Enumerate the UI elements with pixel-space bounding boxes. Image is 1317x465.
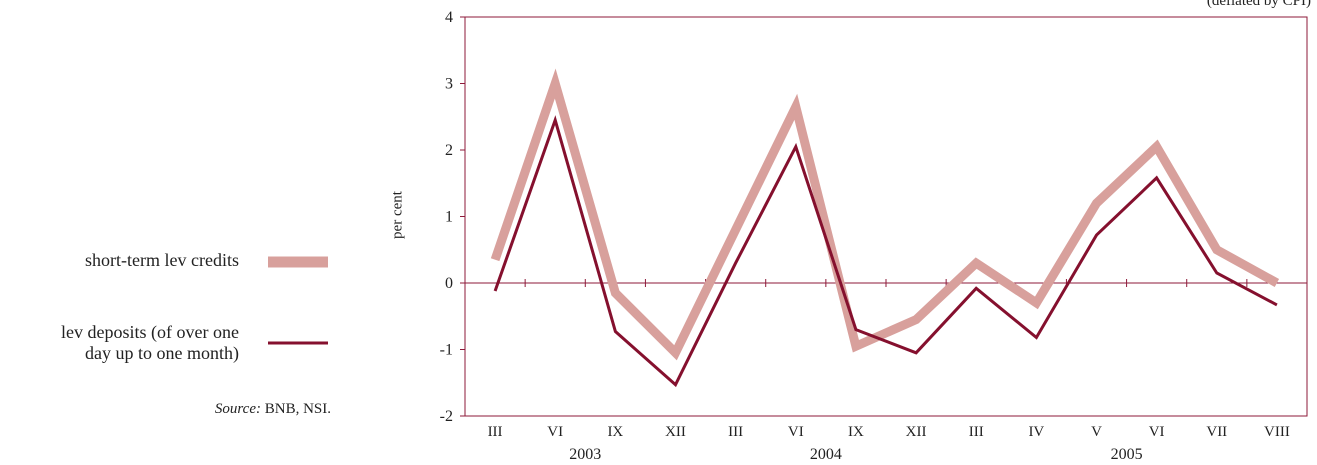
x-tick-label: VII: [1206, 424, 1227, 440]
y-tick-label: 4: [445, 9, 453, 26]
x-year-label: 2003: [569, 446, 601, 463]
plot-area: -2 -1 0 1 2 3 4 III VI IX XII III VI IX XII III IV V VI VII…: [440, 9, 1308, 463]
legend-swatches: [268, 256, 328, 345]
series-line-credits: [490, 68, 1280, 361]
x-tick-label: XII: [665, 424, 686, 440]
x-tick-label: V: [1091, 424, 1102, 440]
x-tick-label: III: [488, 424, 503, 440]
x-tick-label: VI: [1149, 424, 1165, 440]
y-tick-label: -1: [440, 342, 453, 359]
chart-note: (deflated by CPI): [1206, 0, 1311, 9]
y-tick-label: -2: [440, 408, 453, 425]
y-axis-label: per cent: [389, 191, 406, 239]
source-note: Source: BNB, NSI.: [215, 401, 331, 418]
source-text: BNB, NSI.: [264, 401, 331, 417]
x-tick-label: XII: [906, 424, 927, 440]
legend-label-deposits-line1: lev deposits (of over one: [61, 322, 239, 342]
y-tick-label: 0: [445, 275, 453, 292]
y-tick-label: 1: [445, 209, 453, 226]
x-tick-label: IX: [848, 424, 864, 440]
x-tick-label: III: [728, 424, 743, 440]
x-tick-label: III: [969, 424, 984, 440]
legend-label-deposits-line2: day up to one month): [85, 343, 239, 363]
x-tick-label: VI: [788, 424, 804, 440]
legend-label-credits: short-term lev credits: [85, 250, 239, 270]
y-tick-label: 2: [445, 142, 453, 159]
x-year-label: 2004: [810, 446, 842, 463]
x-year-label: 2005: [1111, 446, 1143, 463]
x-tick-label: IV: [1028, 424, 1044, 440]
source-prefix: Source:: [214, 401, 261, 417]
legend-label-deposits: lev deposits (of over one day up to one …: [61, 322, 239, 364]
x-tick-label: IX: [607, 424, 623, 440]
y-tick-label: 3: [445, 76, 453, 93]
series-line-deposits: [493, 115, 1278, 388]
x-tick-label: VI: [547, 424, 563, 440]
x-tick-label: VIII: [1264, 424, 1290, 440]
